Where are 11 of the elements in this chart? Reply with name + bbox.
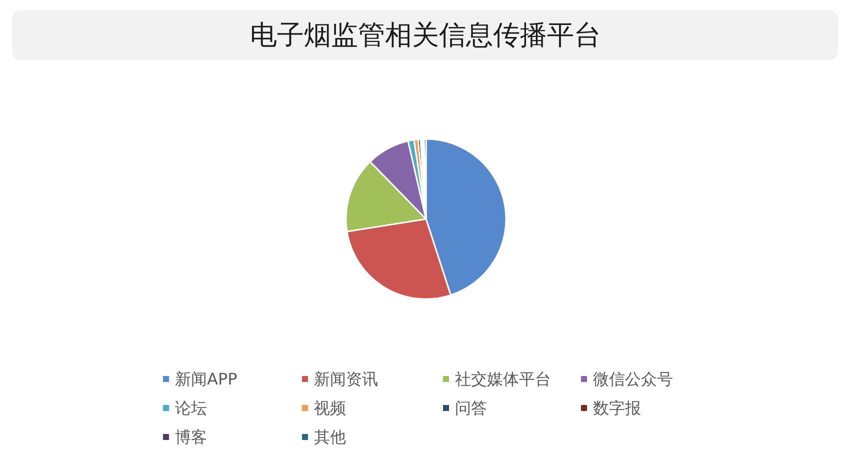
chart-title: 电子烟监管相关信息传播平台 (250, 20, 601, 51)
legend-label: 其他 (314, 428, 346, 446)
legend-label: 微信公众号 (593, 370, 673, 388)
legend-label: 博客 (175, 428, 207, 446)
legend-label: 新闻APP (175, 370, 238, 388)
legend-label: 论坛 (175, 398, 207, 418)
legend-label: 社交媒体平台 (455, 370, 551, 388)
legend-label: 问答 (455, 398, 487, 418)
legend-label: 新闻资讯 (314, 370, 378, 388)
legend-label: 视频 (314, 398, 346, 418)
legend-label: 数字报 (593, 398, 641, 418)
